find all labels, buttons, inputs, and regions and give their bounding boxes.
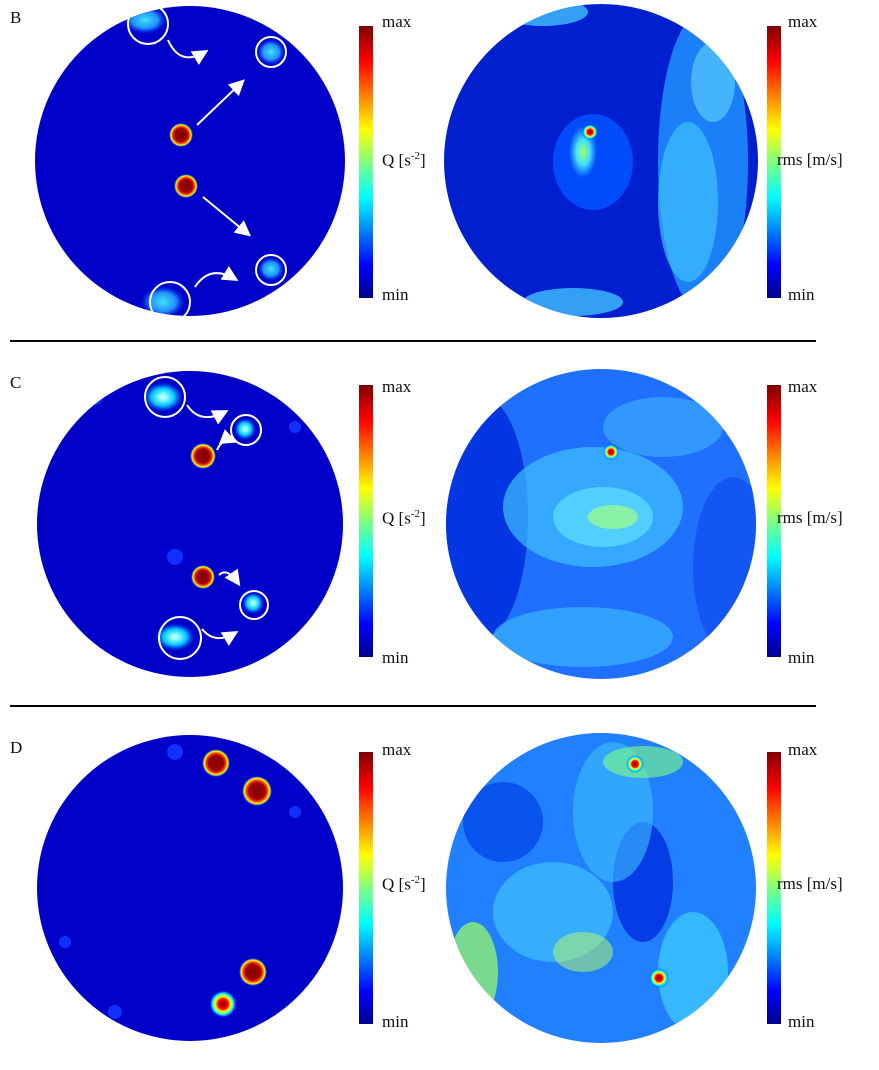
rms-colorbar-max: max [788,12,818,31]
rms-map [446,733,756,1043]
rms-colorbar-min: min [788,285,815,304]
q-colorbar-max: max [382,12,412,31]
q-label-end: ] [419,874,426,894]
divider [10,340,816,342]
rms-map [446,369,756,679]
q-map [37,371,343,677]
panel-d: D max Q [s-2] min [0,730,879,1070]
q-colorbar-max: max [382,377,412,396]
q-label-end: ] [419,150,426,170]
q-colorbar-label: Q [s-2] [382,508,426,529]
q-label-text: Q [s [382,508,411,528]
rms-colorbar-label: rms [m/s] [777,150,843,169]
q-colorbar-min: min [382,1012,409,1031]
rms-colorbar-label: rms [m/s] [777,508,843,527]
q-colorbar [359,26,373,298]
q-label-text: Q [s [382,150,411,170]
rms-map [444,4,758,318]
q-colorbar-label: Q [s-2] [382,874,426,895]
q-colorbar-label: Q [s-2] [382,150,426,171]
rms-colorbar [767,385,781,657]
q-label-sup: -2 [410,150,420,162]
panel-letter: D [10,738,23,757]
panel-b: B max Q [s-2] min [0,0,879,340]
q-colorbar-max: max [382,740,412,759]
rms-colorbar [767,26,781,298]
q-label-text: Q [s [382,874,411,894]
divider [10,705,816,707]
rms-colorbar-min: min [788,1012,815,1031]
rms-colorbar-max: max [788,377,818,396]
rms-colorbar [767,752,781,1024]
q-colorbar-min: min [382,648,409,667]
q-label-sup: -2 [410,508,420,520]
q-colorbar [359,385,373,657]
panel-letter: B [10,8,22,27]
rms-colorbar-label: rms [m/s] [777,874,843,893]
q-map [35,3,345,320]
q-label-end: ] [419,508,426,528]
q-colorbar [359,752,373,1024]
rms-colorbar-min: min [788,648,815,667]
rms-colorbar-max: max [788,740,818,759]
q-colorbar-min: min [382,285,409,304]
q-label-sup: -2 [410,874,420,886]
panel-letter: C [10,373,22,392]
q-map [37,735,343,1041]
panel-c: C max Q [s-2] min [0,365,879,705]
